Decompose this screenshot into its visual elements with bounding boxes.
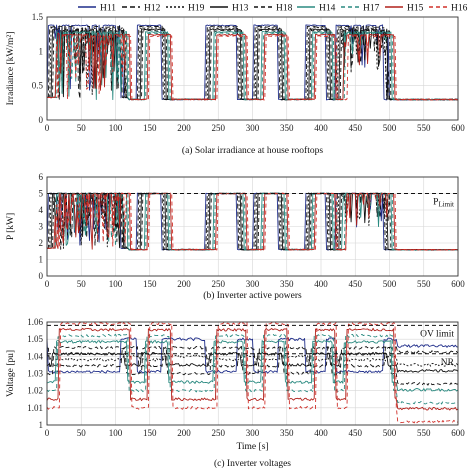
panel-caption: (b) Inverter active powers (203, 290, 302, 301)
y-axis-label: Voltage [pu] (6, 350, 16, 397)
x-tick-label: 250 (212, 428, 226, 438)
y-tick-label: 3 (39, 222, 44, 232)
y-tick-label: 0.5 (32, 81, 44, 91)
x-tick-label: 50 (77, 279, 87, 289)
y-tick-label: 1.03 (27, 369, 43, 379)
series-line-h13 (46, 351, 459, 373)
legend-label: H13 (232, 4, 249, 14)
x-tick-label: 250 (212, 123, 226, 133)
plot-frame (46, 176, 459, 277)
x-tick-label: 500 (383, 279, 397, 289)
x-tick-label: 150 (143, 123, 157, 133)
panel-caption: (c) Inverter voltages (214, 458, 291, 469)
panel-c: OV limit NR 0 50 100 150 200 250 300 350 400 450 500… (6, 317, 465, 469)
x-tick-label: 450 (349, 123, 363, 133)
x-tick-label: 200 (177, 123, 191, 133)
x-tick-label: 300 (246, 428, 260, 438)
series-line-h15 (46, 32, 458, 101)
reference-label-subscript: Limit (438, 201, 454, 209)
legend-label: H17 (363, 4, 380, 14)
reference-label: NR (441, 358, 455, 368)
x-tick-label: 0 (45, 428, 50, 438)
series-line-h18 (46, 345, 459, 386)
legend-label: H16 (451, 4, 468, 14)
y-tick-label: 6 (39, 172, 44, 182)
x-tick-label: 0 (45, 123, 50, 133)
x-tick-label: 100 (109, 428, 123, 438)
series-line-h19 (46, 354, 459, 367)
x-tick-label: 200 (177, 428, 191, 438)
x-tick-label: 550 (417, 123, 431, 133)
x-tick-label: 400 (314, 279, 328, 289)
reference-label: PLimit (433, 198, 454, 209)
panels: 0 50 100 150 200 250 300 350 400 450 500 550 60000.5… (6, 12, 465, 469)
y-tick-label: 1.02 (27, 386, 43, 396)
legend-label: H12 (144, 4, 161, 14)
y-tick-label: 1.5 (32, 12, 44, 22)
x-tick-label: 200 (177, 279, 191, 289)
legend: H11 H12 H19 H13 H18 H14 H17 H15 H16 (78, 4, 468, 14)
x-tick-label: 100 (109, 123, 123, 133)
legend-label: H18 (276, 4, 293, 14)
y-tick-label: 0 (39, 115, 44, 125)
y-axis-label: Irradiance [kW/m²] (6, 32, 16, 106)
x-tick-label: 300 (246, 279, 260, 289)
x-tick-label: 350 (280, 279, 294, 289)
legend-label: H14 (319, 4, 336, 14)
x-tick-label: 50 (77, 123, 87, 133)
x-tick-label: 100 (109, 279, 123, 289)
reference-label: OV limit (420, 329, 454, 339)
x-tick-label: 250 (212, 279, 226, 289)
y-tick-label: 1.05 (27, 334, 43, 344)
x-tick-label: 300 (246, 123, 260, 133)
x-tick-label: 150 (143, 279, 157, 289)
x-tick-label: 500 (383, 123, 397, 133)
x-tick-label: 400 (314, 428, 328, 438)
series-line-h16 (46, 34, 459, 101)
x-axis-label: Time [s] (236, 442, 268, 452)
legend-label: H11 (100, 4, 116, 14)
legend-label: H15 (407, 4, 424, 14)
x-tick-label: 600 (451, 123, 465, 133)
x-tick-label: 550 (417, 428, 431, 438)
panel-caption: (a) Solar irradiance at house rooftops (182, 145, 323, 156)
reference-label-main: P (433, 198, 438, 208)
plot-frame (46, 321, 459, 426)
x-tick-label: 450 (349, 428, 363, 438)
x-tick-label: 600 (451, 279, 465, 289)
series-line-h15 (46, 327, 459, 411)
x-tick-label: 450 (349, 279, 363, 289)
y-tick-label: 5 (39, 189, 44, 199)
series-line-h17 (46, 333, 459, 405)
series-line-h11 (46, 337, 459, 374)
x-tick-label: 550 (417, 279, 431, 289)
y-tick-label: 2 (39, 238, 44, 248)
x-tick-label: 350 (280, 428, 294, 438)
x-tick-label: 400 (314, 123, 328, 133)
series-line-h14 (46, 339, 459, 392)
x-tick-label: 600 (451, 428, 465, 438)
panel-a: 0 50 100 150 200 250 300 350 400 450 500 550 600 0 0.5… (6, 12, 465, 156)
y-tick-label: 1 (39, 255, 44, 265)
x-tick-label: 0 (45, 279, 50, 289)
series-line-h16 (46, 321, 459, 424)
y-tick-label: 1 (39, 46, 44, 56)
y-tick-label: 1 (39, 420, 44, 430)
y-axis-label: P [kW] (6, 213, 16, 240)
plot-frame (46, 16, 459, 121)
y-tick-label: 0 (39, 271, 44, 281)
x-tick-label: 150 (143, 428, 157, 438)
x-tick-label: 500 (383, 428, 397, 438)
y-tick-label: 1.06 (27, 317, 43, 327)
y-tick-label: 4 (39, 205, 44, 215)
x-tick-label: 50 (77, 428, 87, 438)
x-tick-label: 350 (280, 123, 294, 133)
y-tick-label: 1.01 (27, 403, 43, 413)
series-line-h16 (46, 192, 459, 251)
legend-label: H19 (188, 4, 205, 14)
y-tick-label: 1.04 (27, 351, 43, 361)
